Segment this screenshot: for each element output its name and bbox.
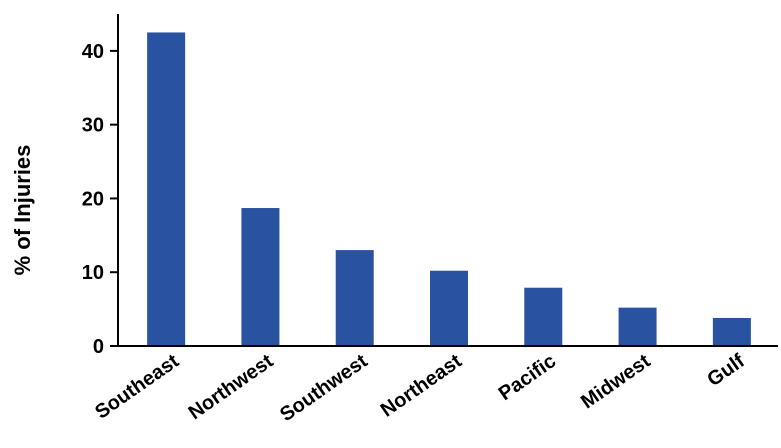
bar-midwest bbox=[618, 307, 657, 346]
y-tick-label: 40 bbox=[82, 41, 104, 63]
x-tick-label: Northeast bbox=[377, 350, 466, 422]
x-tick-label: Pacific bbox=[495, 350, 560, 405]
bar-southeast bbox=[147, 32, 186, 346]
y-tick-label: 10 bbox=[82, 262, 104, 284]
bar-pacific bbox=[524, 287, 563, 346]
bars-group bbox=[147, 32, 751, 346]
x-tick-label: Gulf bbox=[703, 350, 749, 391]
bar-northwest bbox=[241, 208, 280, 346]
y-ticks-group: 0 10 20 30 40 bbox=[82, 41, 118, 358]
y-tick-label: 30 bbox=[82, 115, 104, 137]
y-axis-title: % of Injuries bbox=[10, 145, 35, 276]
bar-gulf bbox=[712, 317, 751, 346]
x-tick-label: Southeast bbox=[91, 350, 183, 424]
x-tick-label: Northwest bbox=[185, 350, 278, 424]
x-tick-label: Southwest bbox=[276, 350, 372, 426]
y-tick-label: 0 bbox=[93, 336, 104, 358]
bar-southwest bbox=[335, 250, 374, 346]
x-tick-label: Midwest bbox=[577, 350, 655, 413]
y-tick-label: 20 bbox=[82, 188, 104, 210]
bar-northeast bbox=[430, 270, 468, 346]
